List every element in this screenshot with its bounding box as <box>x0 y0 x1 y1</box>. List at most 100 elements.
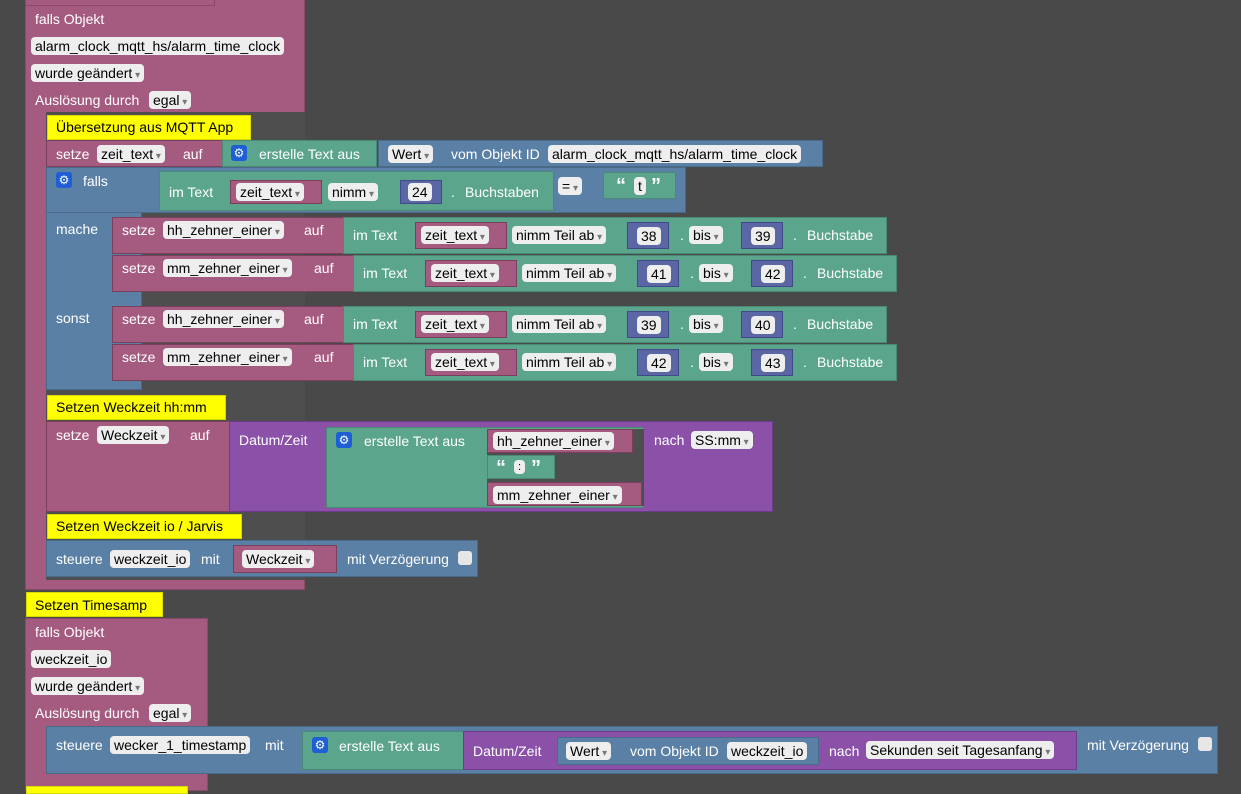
var-dropdown-source[interactable]: zeit_text <box>431 264 499 282</box>
changed-dropdown[interactable]: wurde geändert <box>31 64 145 82</box>
wert-dropdown[interactable]: Wert <box>566 742 612 760</box>
separator-dot: . <box>451 184 455 200</box>
create-text-block[interactable] <box>222 140 377 167</box>
var-dropdown-hh-zehner-einer[interactable]: hh_zehner_einer <box>493 432 614 450</box>
source-id-field[interactable]: weckzeit_io <box>727 742 808 760</box>
var-dropdown-target[interactable]: mm_zehner_einer <box>163 348 292 366</box>
comment-cutoff <box>26 786 188 794</box>
number-field-from[interactable]: 39 <box>637 316 661 334</box>
setze-label: setze <box>122 222 156 238</box>
object-id-field[interactable]: weckzeit_io <box>31 650 112 668</box>
sonst-label: sonst <box>56 310 90 326</box>
var-dropdown-target[interactable]: mm_zehner_einer <box>163 259 292 277</box>
var-dropdown-zeit-text[interactable]: zeit_text <box>97 145 165 163</box>
buchstabe-label: Buchstabe <box>817 354 884 370</box>
event-block-1-top-stub <box>25 0 215 6</box>
comment-mqtt[interactable] <box>47 115 251 140</box>
nach-label: nach <box>829 743 860 759</box>
auf-label: auf <box>304 311 324 327</box>
comment-weckzeit-hhmm[interactable] <box>47 395 226 420</box>
bis-dropdown[interactable]: bis <box>699 264 733 282</box>
gear-icon[interactable]: ⚙ <box>56 172 72 188</box>
changed-dropdown[interactable]: wurde geändert <box>31 677 145 695</box>
colon-field[interactable]: : <box>514 460 526 474</box>
delay-label: mit Verzögerung <box>347 551 449 567</box>
trigger-label: falls Objekt <box>35 11 105 27</box>
mit-label: mit <box>201 551 220 567</box>
bis-dropdown[interactable]: bis <box>689 226 723 244</box>
delay-checkbox[interactable] <box>1198 737 1212 751</box>
number-field-from[interactable]: 42 <box>647 354 671 372</box>
comment-weckzeit-hhmm-text: Setzen Weckzeit hh:mm <box>56 399 207 415</box>
gear-icon[interactable]: ⚙ <box>312 737 328 753</box>
vom-objekt-label: vom Objekt ID <box>630 743 719 759</box>
comment-timesamp[interactable] <box>26 592 163 617</box>
open-quote-icon: “ <box>616 175 626 197</box>
trigger-label: falls Objekt <box>35 624 105 640</box>
setze-label: setze <box>122 349 156 365</box>
var-dropdown-target[interactable]: hh_zehner_einer <box>163 221 284 239</box>
gear-icon[interactable]: ⚙ <box>231 145 247 161</box>
comment-weckzeit-io-text: Setzen Weckzeit io / Jarvis <box>56 518 224 534</box>
steuere-label: steuere <box>56 551 103 567</box>
object-id-field-2[interactable]: alarm_clock_mqtt_hs/alarm_time_clock <box>548 145 802 163</box>
gear-icon[interactable]: ⚙ <box>336 432 352 448</box>
object-id-field[interactable]: alarm_clock_mqtt_hs/alarm_time_clock <box>31 37 285 55</box>
im-text-label: im Text <box>363 265 408 281</box>
substring-op-dropdown[interactable]: nimm Teil ab <box>512 226 607 244</box>
bis-dropdown[interactable]: bis <box>699 353 733 371</box>
cause-dropdown[interactable]: egal <box>149 91 192 109</box>
target-field[interactable]: wecker_1_timestamp <box>110 736 251 754</box>
delay-checkbox[interactable] <box>458 551 472 565</box>
create-text-label: erstelle Text aus <box>364 433 465 449</box>
cause-dropdown[interactable]: egal <box>149 704 192 722</box>
close-quote-icon: ” <box>651 175 661 197</box>
var-dropdown-target[interactable]: hh_zehner_einer <box>163 310 284 328</box>
string-field[interactable]: t <box>634 177 646 195</box>
number-field-to[interactable]: 42 <box>761 265 785 283</box>
buchstaben-label: Buchstaben <box>465 184 539 200</box>
var-dropdown-source[interactable]: zeit_text <box>431 353 499 371</box>
separator-dot: . <box>803 354 807 370</box>
open-quote-icon: “ <box>496 457 506 479</box>
bis-dropdown[interactable]: bis <box>689 315 723 333</box>
separator-dot: . <box>793 227 797 243</box>
var-dropdown-source[interactable]: zeit_text <box>421 226 489 244</box>
substring-op-dropdown[interactable]: nimm Teil ab <box>522 353 617 371</box>
separator-dot: . <box>690 354 694 370</box>
datum-zeit-label: Datum/Zeit <box>473 743 542 759</box>
target-field[interactable]: weckzeit_io <box>110 550 191 568</box>
comment-weckzeit-io[interactable] <box>47 514 242 539</box>
separator-dot: . <box>690 265 694 281</box>
var-dropdown-weckzeit[interactable]: Weckzeit <box>97 426 170 444</box>
number-field-to[interactable]: 43 <box>761 354 785 372</box>
compare-op-dropdown[interactable]: = <box>558 177 582 195</box>
wert-dropdown[interactable]: Wert <box>388 145 434 163</box>
var-dropdown-source[interactable]: zeit_text <box>421 315 489 333</box>
var-dropdown-mm-zehner-einer[interactable]: mm_zehner_einer <box>493 486 622 504</box>
number-field-from[interactable]: 38 <box>637 227 661 245</box>
number-field-to[interactable]: 40 <box>751 316 775 334</box>
setze-label: setze <box>122 260 156 276</box>
substring-op-dropdown[interactable]: nimm Teil ab <box>522 264 617 282</box>
number-field[interactable]: 24 <box>408 183 432 201</box>
im-text-label: im Text <box>353 316 398 332</box>
separator-dot: . <box>803 265 807 281</box>
datum-zeit-label: Datum/Zeit <box>239 432 308 448</box>
create-text-label: erstelle Text aus <box>259 146 360 162</box>
create-text-block[interactable] <box>302 731 464 770</box>
var-dropdown-zeit-text[interactable]: zeit_text <box>236 183 304 201</box>
buchstabe-label: Buchstabe <box>807 316 874 332</box>
substring-op-dropdown[interactable]: nimm Teil ab <box>512 315 607 333</box>
steuere-label: steuere <box>56 737 103 753</box>
nach-label: nach <box>654 432 685 448</box>
number-field-to[interactable]: 39 <box>751 227 775 245</box>
var-dropdown-weckzeit[interactable]: Weckzeit <box>242 550 315 568</box>
separator-dot: . <box>793 316 797 332</box>
nimm-dropdown[interactable]: nimm <box>328 183 379 201</box>
mit-label: mit <box>265 737 284 753</box>
close-quote-icon: ” <box>531 457 541 479</box>
format-dropdown[interactable]: SS:mm <box>691 431 753 449</box>
number-field-from[interactable]: 41 <box>647 265 671 283</box>
format-dropdown[interactable]: Sekunden seit Tagesanfang <box>866 741 1055 759</box>
